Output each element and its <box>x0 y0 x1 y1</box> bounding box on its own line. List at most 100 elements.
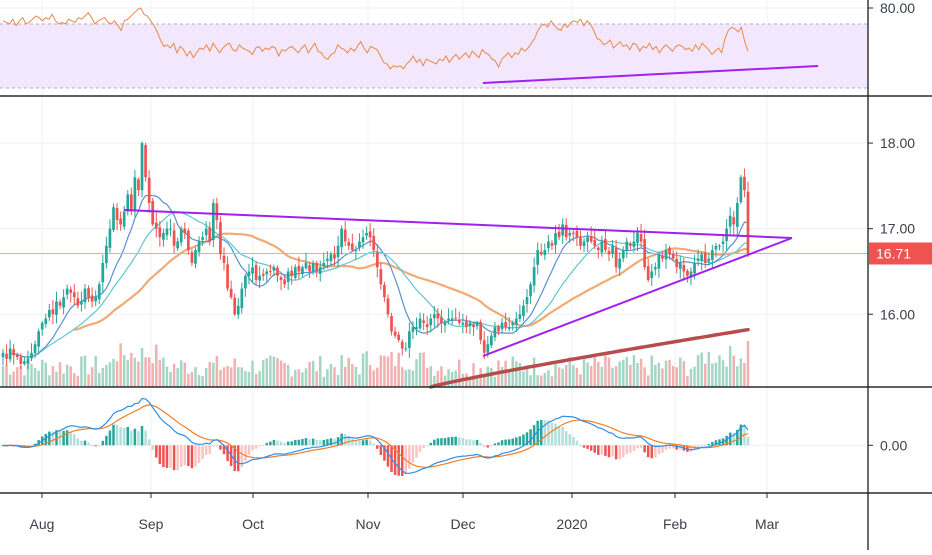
macd-histogram-bar <box>582 445 586 448</box>
macd-histogram-bar <box>736 429 739 446</box>
volume-bar <box>582 357 586 387</box>
candle <box>383 281 386 302</box>
volume-bar <box>108 362 112 387</box>
candle <box>318 260 322 282</box>
volume-bar <box>425 367 429 387</box>
candle-body <box>215 203 219 221</box>
candle-body <box>233 297 237 315</box>
macd-histogram-bar <box>101 440 105 446</box>
candle-body <box>204 228 208 236</box>
candle-body <box>561 224 564 236</box>
volume-bar <box>90 367 94 387</box>
volume-bar <box>618 361 621 387</box>
volume-bar <box>700 352 703 387</box>
candle-body <box>187 230 190 251</box>
macd-histogram-bar <box>311 438 315 446</box>
volume-bar <box>561 368 564 387</box>
macd-histogram-bar <box>326 439 329 446</box>
candle <box>169 218 172 237</box>
candle-body <box>194 250 197 264</box>
macd-histogram-bar <box>94 445 97 447</box>
volume-bar <box>707 352 711 387</box>
candle-body <box>607 250 611 255</box>
volume-bar <box>204 367 208 387</box>
macd-histogram-bar <box>564 431 568 446</box>
macd-histogram-bar <box>105 435 108 446</box>
candle-body <box>5 353 8 359</box>
macd-histogram-bar <box>368 440 372 446</box>
macd-histogram-bar <box>643 445 646 453</box>
candle-body <box>47 309 51 318</box>
candle <box>714 242 718 258</box>
macd-histogram-bar <box>500 440 504 446</box>
candle <box>404 342 408 352</box>
volume-bar <box>564 365 568 387</box>
candle <box>721 235 725 253</box>
candle-body <box>454 317 458 319</box>
candle <box>301 265 304 278</box>
volume-bar <box>101 367 105 387</box>
candle <box>522 299 525 322</box>
volume-bar <box>443 375 447 387</box>
macd-histogram-bar <box>589 445 593 451</box>
candle <box>229 280 233 300</box>
candle <box>639 223 643 248</box>
candle-body <box>350 243 354 251</box>
volume-bar <box>447 369 450 387</box>
candle-body <box>500 322 504 330</box>
candle <box>261 268 265 281</box>
macd-histogram-bar <box>162 445 165 468</box>
candle-body <box>596 247 600 251</box>
volume-bar <box>201 375 204 387</box>
candle <box>101 254 105 292</box>
candle-body <box>554 232 557 246</box>
macd-histogram-bar <box>607 445 611 458</box>
candle <box>561 218 564 244</box>
candle <box>30 343 33 362</box>
candle-body <box>629 243 632 246</box>
macd-histogram-bar <box>247 445 251 456</box>
volume-bar <box>133 357 137 387</box>
candle-body <box>165 228 169 236</box>
candle <box>65 284 69 300</box>
volume-bar <box>62 373 65 387</box>
candle <box>268 264 272 277</box>
volume-bar <box>254 374 258 387</box>
candle <box>418 312 422 331</box>
candle-body <box>105 245 108 264</box>
candle <box>201 231 204 247</box>
candle-body <box>251 267 254 274</box>
candle <box>450 310 454 325</box>
volume-bar <box>743 362 746 387</box>
candle <box>386 294 390 318</box>
candle <box>393 326 397 339</box>
candle <box>297 256 301 279</box>
candle <box>187 228 190 255</box>
volume-bar <box>315 371 318 387</box>
candle <box>621 246 625 263</box>
candle <box>518 304 522 323</box>
macd-histogram-bar <box>465 439 468 446</box>
candle-body <box>226 264 229 289</box>
candle <box>604 231 607 253</box>
candle <box>579 230 582 250</box>
volume-bar <box>600 366 604 387</box>
candle-body <box>33 344 37 354</box>
candle-body <box>122 211 126 227</box>
volume-bar <box>165 366 169 387</box>
candle-body <box>707 258 711 262</box>
candle <box>525 288 529 313</box>
candle <box>368 223 372 247</box>
candle-body <box>700 254 704 261</box>
volume-bar <box>390 351 393 387</box>
volume-bar <box>643 367 646 387</box>
macd-histogram-bar <box>604 445 607 456</box>
macd-histogram-bar <box>593 445 596 453</box>
candle-body <box>211 202 215 241</box>
candle-body <box>354 250 358 252</box>
volume-bar <box>336 375 340 387</box>
volume-bar <box>468 376 472 387</box>
volume-bar <box>411 370 415 387</box>
macd-histogram-bar <box>650 445 654 459</box>
volume-bar <box>190 372 194 387</box>
